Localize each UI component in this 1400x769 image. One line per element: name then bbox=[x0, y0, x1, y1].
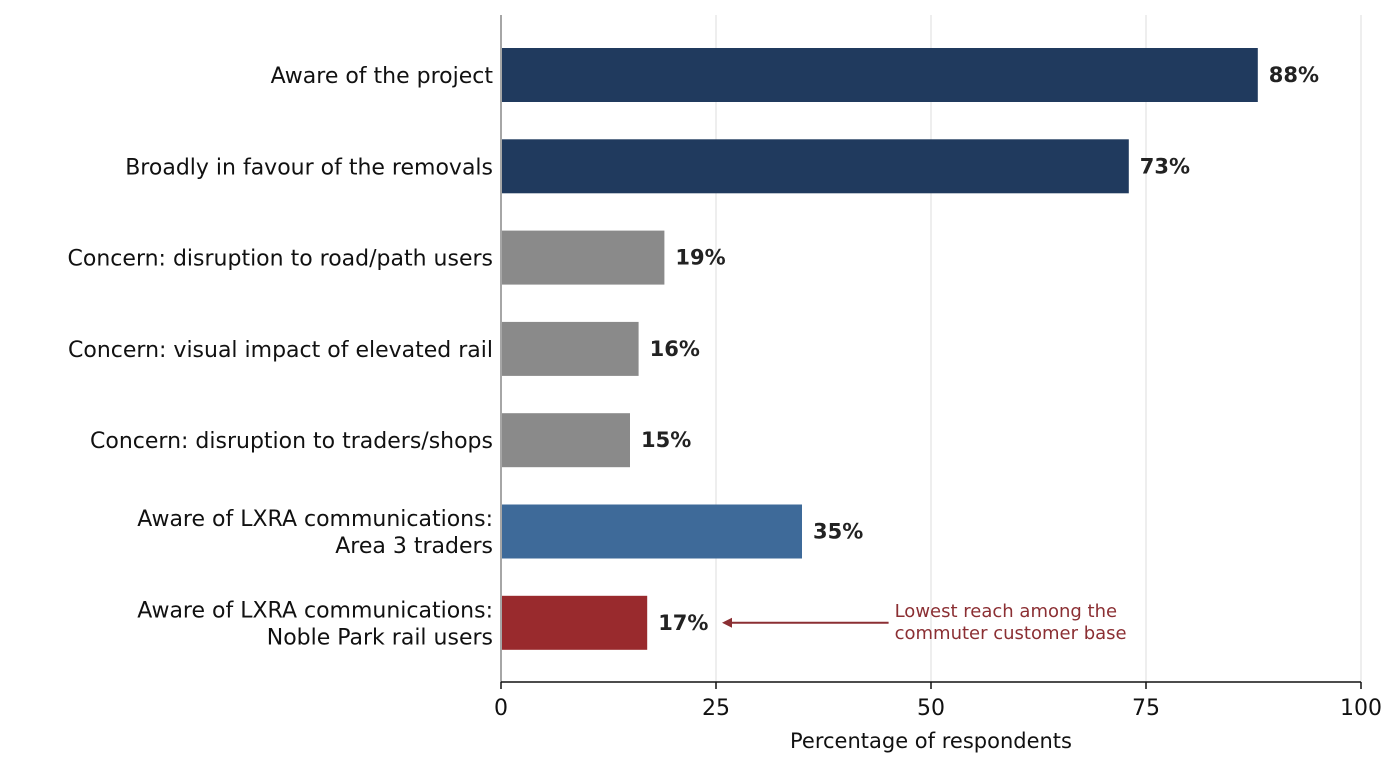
bar bbox=[502, 230, 665, 285]
value-label: 17% bbox=[658, 611, 708, 635]
value-label: 35% bbox=[813, 520, 863, 544]
annotation-text: Lowest reach among the commuter customer … bbox=[895, 601, 1127, 644]
annotation-arrow-head bbox=[722, 617, 732, 628]
category-labels: Aware of the project Broadly in favour of… bbox=[68, 64, 494, 650]
x-tick-label: 50 bbox=[917, 696, 945, 721]
x-tick-label: 0 bbox=[494, 696, 508, 721]
category-label: Aware of LXRA communications: Area 3 trad… bbox=[137, 507, 493, 559]
x-ticks: 0 25 50 75 100 bbox=[494, 682, 1382, 721]
x-axis-title: Percentage of respondents bbox=[790, 729, 1072, 753]
annotation: Lowest reach among the commuter customer … bbox=[722, 601, 1127, 644]
category-label: Concern: disruption to traders/shops bbox=[90, 429, 493, 454]
category-label: Concern: visual impact of elevated rail bbox=[68, 338, 493, 363]
category-label: Aware of LXRA communications: Noble Park … bbox=[137, 598, 493, 650]
bar bbox=[502, 595, 648, 650]
bar bbox=[502, 504, 802, 559]
category-label: Concern: disruption to road/path users bbox=[68, 247, 493, 272]
category-label: Broadly in favour of the removals bbox=[125, 155, 493, 180]
x-tick-label: 75 bbox=[1132, 696, 1160, 721]
bar bbox=[502, 321, 639, 376]
bar bbox=[502, 139, 1129, 194]
value-label: 16% bbox=[650, 337, 700, 361]
grid-lines bbox=[715, 15, 1362, 682]
bars bbox=[502, 48, 1258, 650]
x-tick-label: 100 bbox=[1340, 696, 1382, 721]
category-label: Aware of the project bbox=[271, 64, 494, 89]
value-label: 73% bbox=[1140, 154, 1190, 178]
bar bbox=[502, 48, 1258, 102]
x-tick-label: 25 bbox=[702, 696, 730, 721]
value-label: 19% bbox=[675, 246, 725, 270]
value-label: 88% bbox=[1269, 63, 1319, 87]
bar bbox=[502, 413, 630, 468]
value-label: 15% bbox=[641, 428, 691, 452]
value-labels: 88% 73% 19% 16% 15% 35% 17% bbox=[641, 63, 1319, 635]
